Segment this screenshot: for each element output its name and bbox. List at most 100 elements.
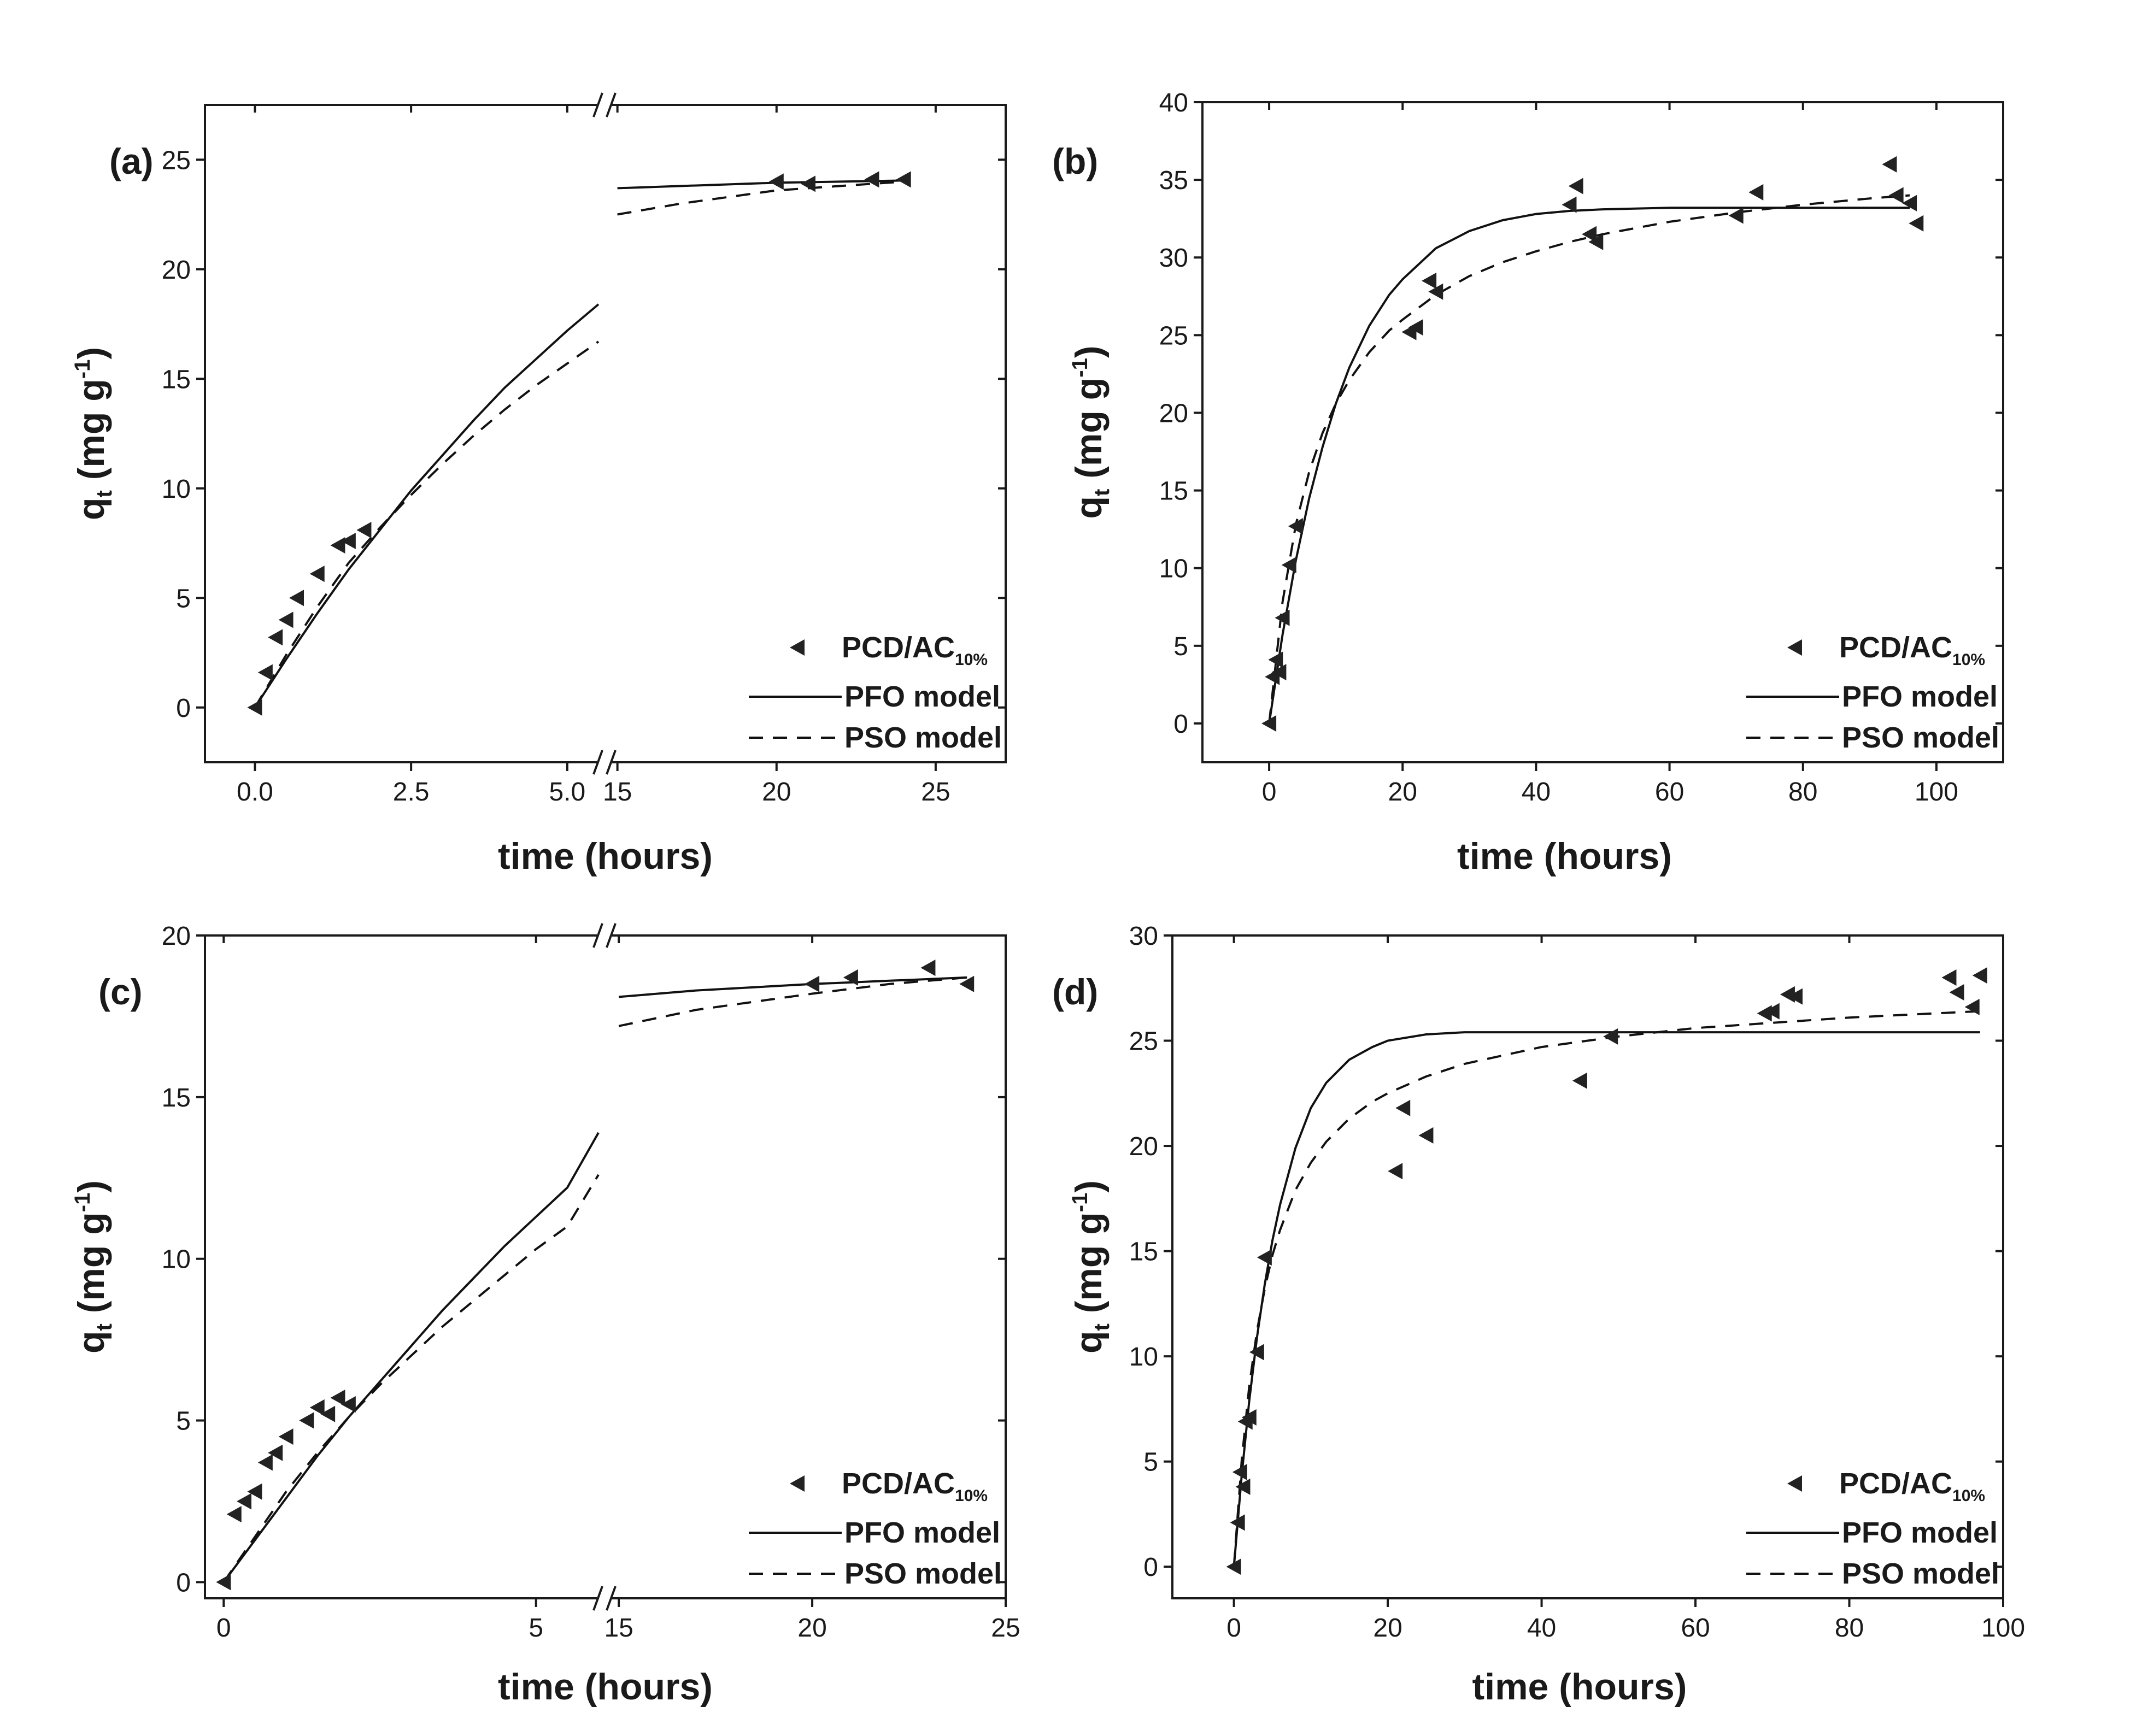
- y-tick-label: 10: [1129, 1343, 1158, 1372]
- axis-break-gap: [597, 101, 612, 109]
- x-tick-label: 100: [1981, 1614, 2025, 1643]
- x-tick-label: 40: [1522, 778, 1551, 807]
- y-tick-label: 20: [1129, 1132, 1158, 1161]
- data-point-marker: [1388, 1163, 1403, 1180]
- y-axis-title-q: q: [71, 497, 112, 520]
- x-tick-label: 0: [1226, 1614, 1241, 1643]
- y-tick-label: 25: [1159, 321, 1188, 350]
- panel-b: 0 5 10 15 20 25 30 35 40 0 20 40 60 80 100 (b) time (hou…: [1052, 89, 2004, 877]
- y-tick-label: 5: [176, 584, 191, 613]
- y-tick-label: 20: [1159, 399, 1188, 428]
- data-point-marker: [920, 960, 936, 976]
- data-point-marker: [1941, 969, 1957, 986]
- y-tick-label: 15: [162, 1084, 191, 1113]
- data-point-marker: [1588, 233, 1604, 250]
- y-axis-title-sup: -1: [1068, 1193, 1092, 1213]
- legend-label-pfo: PFO model: [1842, 1516, 1998, 1549]
- pso-model-curve: [222, 1174, 600, 1583]
- y-tick-label: 35: [1159, 166, 1188, 195]
- data-point-marker: [1257, 1249, 1272, 1266]
- y-axis-title-unit: (mg g: [1068, 1212, 1110, 1323]
- axis-break-mark: [606, 750, 617, 775]
- legend-label-pso: PSO model: [1842, 721, 1999, 754]
- data-point-marker: [1757, 1005, 1772, 1022]
- data-point-marker: [1418, 1127, 1434, 1144]
- data-point-marker: [216, 1574, 231, 1591]
- y-tick-label: 20: [162, 256, 191, 285]
- x-tick-label: 0: [1262, 778, 1277, 807]
- pfo-model-curve: [1268, 207, 1910, 724]
- y-tick-label: 0: [176, 1568, 191, 1597]
- axis-break-mark: [606, 1586, 617, 1611]
- data-point-marker: [1271, 664, 1287, 681]
- data-point-marker: [1395, 1099, 1411, 1116]
- panel-label: (b): [1052, 141, 1098, 181]
- data-point-marker: [1422, 272, 1437, 289]
- data-point-marker: [268, 1444, 283, 1461]
- y-tick-label: 40: [1159, 89, 1188, 117]
- x-tick-label: 80: [1835, 1614, 1864, 1643]
- pso-model-curve: [1232, 1010, 1980, 1567]
- data-point-marker: [1261, 715, 1277, 732]
- y-tick-label: 25: [162, 146, 191, 175]
- legend-label-pfo: PFO model: [844, 680, 1000, 713]
- axis-break-mark: [592, 750, 603, 775]
- y-tick-label: 5: [1173, 632, 1188, 661]
- y-tick-label: 10: [162, 475, 191, 504]
- data-point-marker: [330, 537, 345, 554]
- legend-label-pfo: PFO model: [1842, 680, 1998, 713]
- legend-label-pso: PSO model: [844, 1557, 1002, 1590]
- data-point-marker: [1408, 319, 1423, 336]
- x-tick-label: 100: [1915, 778, 1958, 807]
- x-tick-label: 2.5: [393, 778, 430, 807]
- legend-label-subscript: 10%: [1952, 651, 1985, 669]
- y-tick-label: 0: [176, 694, 191, 723]
- data-point-marker: [1780, 986, 1795, 1003]
- data-point-marker: [1428, 283, 1443, 300]
- x-tick-label: 25: [991, 1614, 1020, 1643]
- y-tick-label: 5: [176, 1407, 191, 1436]
- data-point-marker: [1226, 1558, 1241, 1575]
- y-tick-label: 10: [1159, 555, 1188, 584]
- data-point-marker: [1235, 1478, 1251, 1495]
- data-point-marker: [1748, 184, 1764, 201]
- axis-break-mark: [606, 923, 617, 948]
- data-point-marker: [309, 1399, 325, 1416]
- legend-marker-icon: [790, 639, 805, 656]
- x-tick-label: 15: [604, 1614, 633, 1643]
- data-point-marker: [330, 1390, 345, 1407]
- y-axis-title-unit: (mg g: [1068, 378, 1110, 489]
- axis-break-gap: [597, 931, 612, 940]
- data-point-marker: [320, 1405, 336, 1422]
- y-tick-label: 5: [1143, 1448, 1158, 1477]
- data-point-marker: [1728, 207, 1744, 224]
- axis-break-mark: [592, 1586, 603, 1611]
- data-point-marker: [1902, 195, 1917, 211]
- y-axis-title-sub: t: [92, 1323, 116, 1331]
- plot-frame: [1201, 101, 2004, 763]
- y-axis-title-sup: -1: [71, 360, 95, 379]
- y-axis-title: qt (mg g-1): [71, 347, 116, 520]
- y-axis-title-sub: t: [1090, 1323, 1114, 1331]
- legend-label-pso: PSO model: [1842, 1557, 1999, 1590]
- y-axis-title-close: ): [71, 347, 112, 360]
- y-tick-label: 20: [162, 922, 191, 951]
- y-axis-title-close: ): [71, 1180, 112, 1193]
- x-tick-label: 0: [216, 1614, 231, 1643]
- data-point-marker: [843, 969, 858, 986]
- y-axis-title-unit: (mg g: [71, 1212, 112, 1323]
- data-point-marker: [1788, 988, 1803, 1005]
- data-point-marker: [801, 175, 815, 192]
- pso-model-curve: [1268, 194, 1910, 724]
- data-point-marker: [805, 975, 820, 992]
- x-tick-label: 20: [762, 778, 791, 807]
- x-tick-label: 25: [921, 778, 950, 807]
- x-tick-label: 0.0: [237, 778, 273, 807]
- y-tick-label: 15: [1159, 477, 1188, 506]
- data-point-marker: [1230, 1514, 1245, 1531]
- data-point-marker: [268, 629, 283, 646]
- data-point-marker: [1562, 196, 1577, 213]
- x-tick-label: 20: [797, 1614, 826, 1643]
- y-tick-label: 25: [1129, 1027, 1158, 1056]
- data-point-marker: [299, 1412, 314, 1429]
